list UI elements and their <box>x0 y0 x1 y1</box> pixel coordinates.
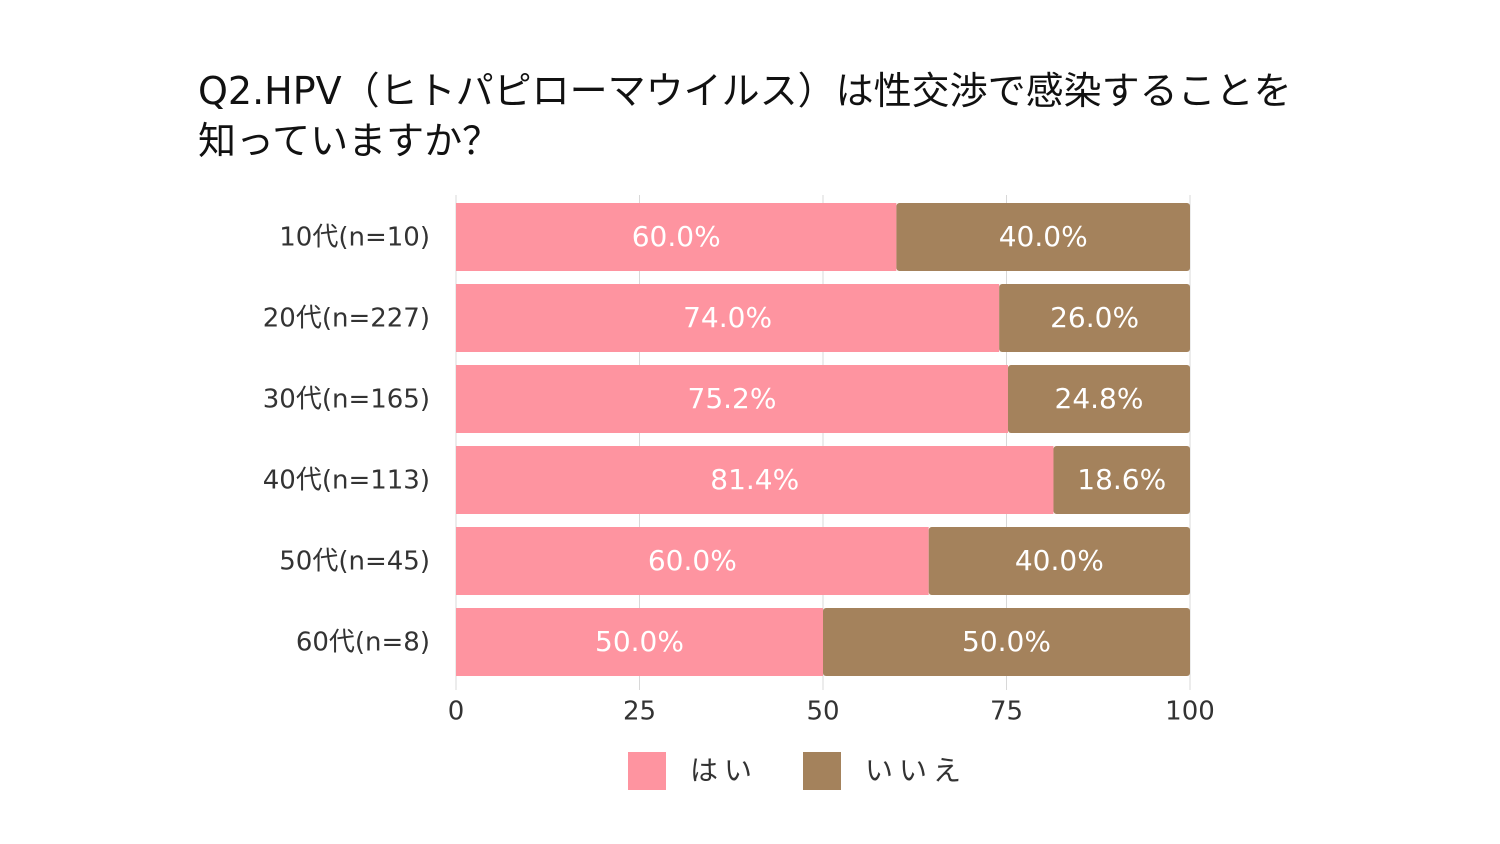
bars <box>456 203 1190 676</box>
data-label-no-3: 18.6% <box>1077 463 1166 496</box>
chart-title-line-2: 知っていますか？ <box>198 119 501 163</box>
legend-swatch-no <box>803 752 841 790</box>
x-axis-ticks: 0 25 50 75 100 <box>448 697 1215 727</box>
bar-no-5 <box>823 608 1190 676</box>
bar-no-4 <box>928 527 1190 595</box>
bar-yes-3 <box>456 446 1054 514</box>
bar-yes-1 <box>456 284 1000 352</box>
data-label-yes-4: 60.0% <box>648 544 737 577</box>
bar-yes-4 <box>456 527 929 595</box>
category-label-4: 50代(n=45) <box>279 547 430 577</box>
legend-swatch-yes <box>628 752 666 790</box>
category-label-2: 30代(n=165) <box>263 385 430 415</box>
legend-label-yes: はい <box>690 754 758 787</box>
category-label-3: 40代(n=113) <box>263 466 430 496</box>
data-label-yes-2: 75.2% <box>688 382 777 415</box>
bar-yes-2 <box>456 365 1008 433</box>
category-label-0: 10代(n=10) <box>279 223 430 253</box>
x-tick-label-0: 0 <box>448 697 465 727</box>
x-tick-label-50: 50 <box>806 697 839 727</box>
bar-no-2 <box>1007 365 1190 433</box>
chart-title-line-1: Q2.HPV（ヒトパピローマウイルス）は性交渉で感染することを <box>198 69 1292 113</box>
data-label-no-0: 40.0% <box>999 220 1088 253</box>
bar-no-0 <box>896 203 1190 271</box>
category-labels: 10代(n=10) 20代(n=227) 30代(n=165) 40代(n=113) 5… <box>263 223 430 658</box>
gridlines <box>455 195 1191 690</box>
data-label-yes-0: 60.0% <box>632 220 721 253</box>
data-label-yes-3: 81.4% <box>710 463 799 496</box>
x-tick-label-100: 100 <box>1165 697 1215 727</box>
bar-yes-0 <box>456 203 897 271</box>
data-label-no-2: 24.8% <box>1055 382 1144 415</box>
data-label-no-4: 40.0% <box>1015 544 1104 577</box>
x-tick-label-25: 25 <box>623 697 656 727</box>
category-label-1: 20代(n=227) <box>263 304 430 334</box>
bar-yes-5 <box>456 608 823 676</box>
legend-label-no: いいえ <box>865 754 967 787</box>
data-label-no-5: 50.0% <box>962 625 1051 658</box>
bar-no-1 <box>999 284 1190 352</box>
data-labels: 60.0% 40.0% 74.0% 26.0% 75.2% 24.8% 81.4% 18.6%… <box>595 220 1166 658</box>
category-label-5: 60代(n=8) <box>296 628 430 658</box>
bar-no-3 <box>1053 446 1190 514</box>
data-label-yes-5: 50.0% <box>595 625 684 658</box>
data-label-no-1: 26.0% <box>1050 301 1139 334</box>
legend: はい いいえ <box>628 752 967 790</box>
chart-title: Q2.HPV（ヒトパピローマウイルス）は性交渉で感染することを 知っていますか？ <box>198 66 1298 166</box>
data-label-yes-1: 74.0% <box>683 301 772 334</box>
x-tick-label-75: 75 <box>990 697 1023 727</box>
